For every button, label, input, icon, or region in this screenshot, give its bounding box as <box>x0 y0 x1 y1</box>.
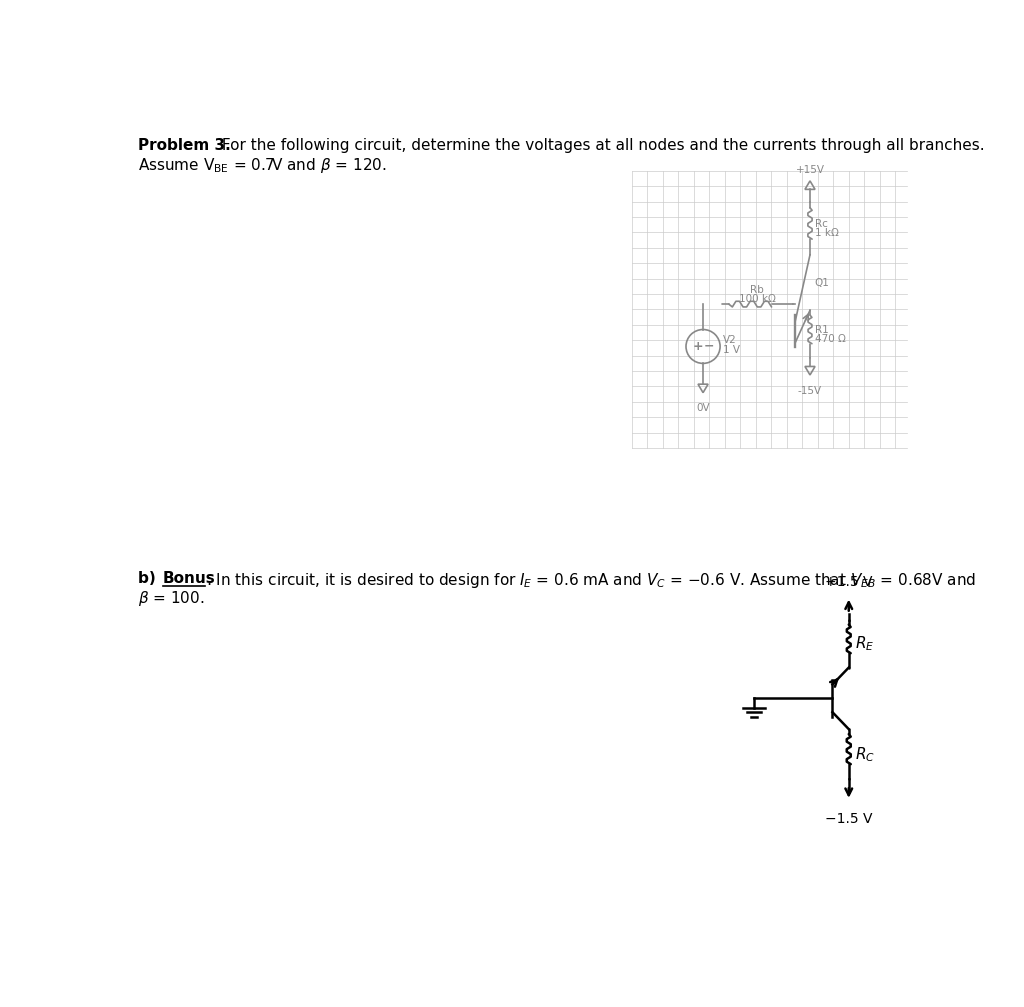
Text: Assume V$_{\rm BE}$ = 0.7V and $\beta$ = 120.: Assume V$_{\rm BE}$ = 0.7V and $\beta$ =… <box>138 156 387 175</box>
Text: 100 kΩ: 100 kΩ <box>739 294 776 304</box>
Text: −1.5 V: −1.5 V <box>825 812 872 826</box>
Text: $\beta$ = 100.: $\beta$ = 100. <box>138 589 205 608</box>
Text: -15V: -15V <box>798 386 822 396</box>
Text: b): b) <box>138 571 161 586</box>
Text: Rc: Rc <box>815 219 827 229</box>
Text: +15V: +15V <box>796 165 824 175</box>
Text: +1.5 V: +1.5 V <box>825 575 872 589</box>
Text: Q1: Q1 <box>815 278 829 288</box>
Text: 1 V: 1 V <box>723 345 740 355</box>
Text: Bonus: Bonus <box>163 571 216 586</box>
Text: 0V: 0V <box>696 404 710 414</box>
Text: Problem 3.: Problem 3. <box>138 138 230 153</box>
Text: Rb: Rb <box>751 285 764 295</box>
Text: For the following circuit, determine the voltages at all nodes and the currents : For the following circuit, determine the… <box>217 138 985 153</box>
Text: +: + <box>692 340 702 352</box>
Text: V2: V2 <box>723 335 737 345</box>
Text: $R_C$: $R_C$ <box>855 745 874 763</box>
Text: −: − <box>703 340 714 352</box>
Text: R1: R1 <box>815 324 828 334</box>
Text: 1 kΩ: 1 kΩ <box>815 229 839 239</box>
Text: : In this circuit, it is desired to design for $I_E$ = 0.6 mA and $V_C$ = −0.6 V: : In this circuit, it is desired to desi… <box>206 571 976 590</box>
Text: 470 Ω: 470 Ω <box>815 333 846 343</box>
Text: $R_E$: $R_E$ <box>855 634 874 653</box>
